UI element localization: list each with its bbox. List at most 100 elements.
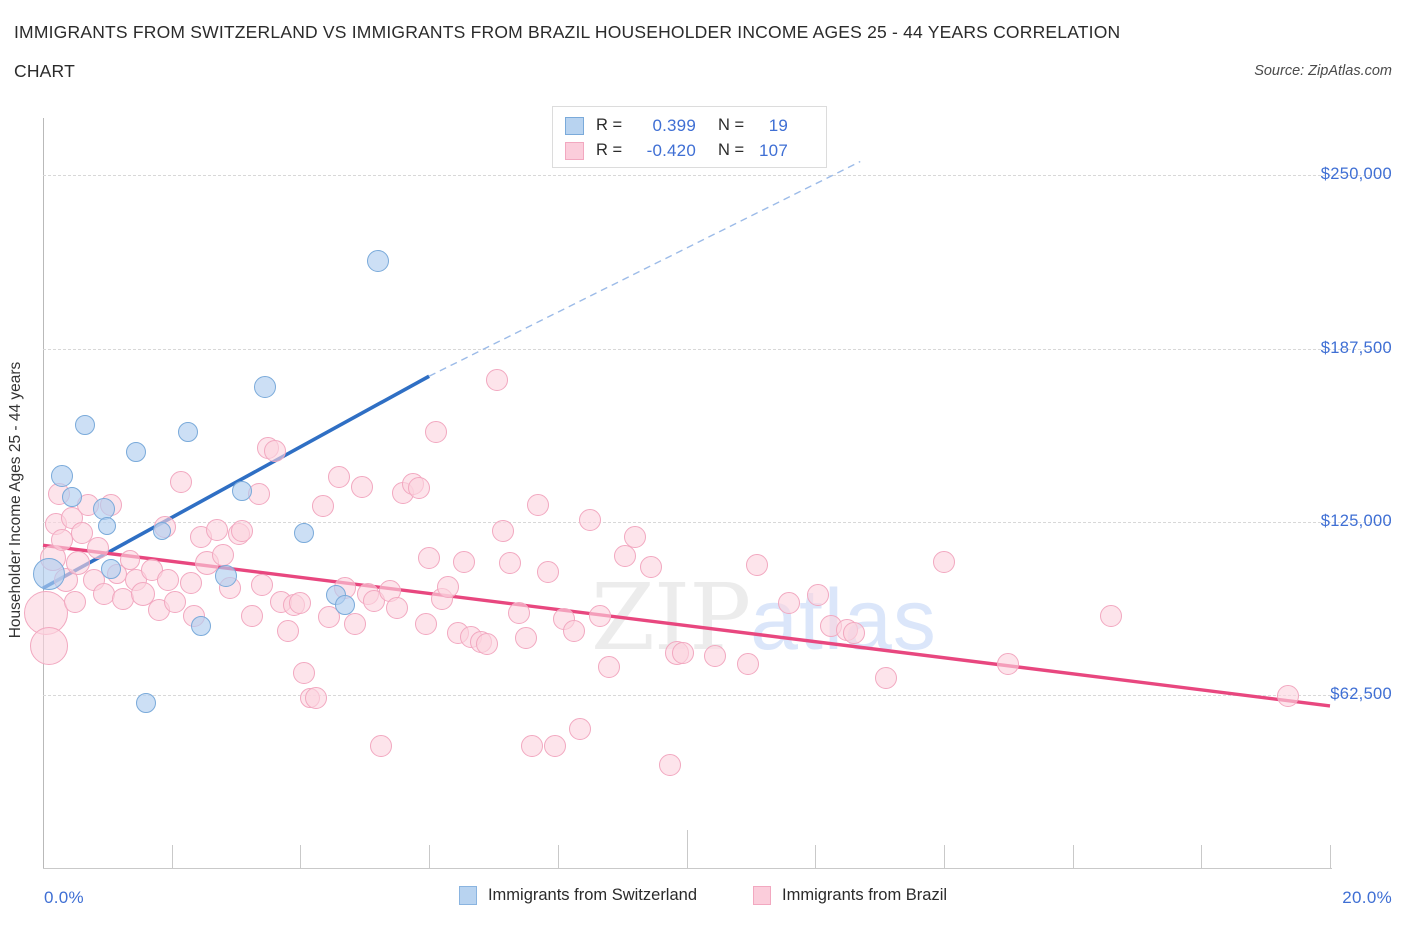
legend-item-brazil[interactable]: Immigrants from Brazil bbox=[753, 886, 947, 905]
scatter-point[interactable] bbox=[30, 627, 69, 666]
scatter-point[interactable] bbox=[778, 592, 801, 615]
scatter-point[interactable] bbox=[215, 564, 238, 587]
scatter-point[interactable] bbox=[153, 522, 172, 541]
scatter-point[interactable] bbox=[672, 642, 695, 665]
scatter-point[interactable] bbox=[205, 519, 228, 541]
scatter-point[interactable] bbox=[328, 466, 350, 489]
scatter-point[interactable] bbox=[492, 520, 515, 543]
scatter-point[interactable] bbox=[736, 653, 759, 676]
scatter-point[interactable] bbox=[807, 584, 830, 607]
scatter-point[interactable] bbox=[508, 602, 531, 625]
scatter-point[interactable] bbox=[874, 667, 897, 690]
n-label-switzerland: N = bbox=[718, 116, 745, 134]
scatter-point[interactable] bbox=[276, 620, 299, 643]
scatter-point[interactable] bbox=[61, 486, 82, 507]
scatter-point[interactable] bbox=[33, 558, 66, 591]
scatter-point[interactable] bbox=[424, 420, 447, 443]
scatter-point[interactable] bbox=[263, 440, 286, 463]
y-axis-tick-label: $187,500 bbox=[1320, 338, 1392, 357]
scatter-point[interactable] bbox=[437, 575, 460, 598]
scatter-point[interactable] bbox=[292, 661, 315, 684]
scatter-point[interactable] bbox=[569, 718, 592, 741]
scatter-point[interactable] bbox=[932, 550, 955, 573]
scatter-point[interactable] bbox=[250, 574, 273, 597]
scatter-point[interactable] bbox=[231, 520, 254, 543]
scatter-point[interactable] bbox=[598, 656, 621, 679]
scatter-point[interactable] bbox=[100, 558, 121, 579]
trend-line-brazil bbox=[42, 543, 1331, 708]
scatter-point[interactable] bbox=[311, 495, 334, 518]
y-axis-line bbox=[43, 118, 44, 868]
scatter-point[interactable] bbox=[254, 376, 276, 399]
scatter-point[interactable] bbox=[241, 604, 264, 627]
correlation-legend-row-switzerland: R = 0.399 N = 19 bbox=[565, 113, 816, 138]
scatter-point[interactable] bbox=[659, 754, 682, 777]
scatter-point[interactable] bbox=[293, 522, 314, 543]
scatter-point[interactable] bbox=[537, 560, 560, 583]
scatter-point[interactable] bbox=[418, 546, 441, 569]
scatter-point[interactable] bbox=[344, 613, 367, 636]
y-axis-title: Householder Income Ages 25 - 44 years bbox=[7, 361, 24, 639]
scatter-point[interactable] bbox=[232, 481, 253, 502]
scatter-point[interactable] bbox=[842, 621, 865, 644]
scatter-point[interactable] bbox=[51, 464, 74, 487]
scatter-point[interactable] bbox=[51, 528, 74, 551]
scatter-point[interactable] bbox=[588, 604, 611, 627]
scatter-point[interactable] bbox=[366, 250, 389, 273]
scatter-point[interactable] bbox=[212, 543, 235, 566]
scatter-point[interactable] bbox=[1100, 604, 1123, 627]
scatter-point[interactable] bbox=[485, 369, 508, 392]
scatter-point[interactable] bbox=[543, 735, 566, 758]
scatter-point[interactable] bbox=[640, 556, 663, 579]
legend-label-brazil: Immigrants from Brazil bbox=[782, 886, 948, 904]
scatter-point[interactable] bbox=[318, 606, 341, 629]
scatter-point[interactable] bbox=[163, 591, 186, 614]
scatter-point[interactable] bbox=[1277, 685, 1300, 708]
scatter-point[interactable] bbox=[408, 477, 431, 500]
scatter-point[interactable] bbox=[126, 442, 147, 463]
scatter-point[interactable] bbox=[521, 735, 544, 758]
scatter-point[interactable] bbox=[385, 596, 408, 619]
n-value-brazil: 107 bbox=[759, 140, 788, 160]
r-label-brazil: R = bbox=[596, 141, 623, 159]
x-axis-line bbox=[43, 868, 1332, 869]
scatter-point[interactable] bbox=[157, 568, 180, 591]
n-value-switzerland: 19 bbox=[768, 115, 788, 135]
scatter-point[interactable] bbox=[453, 550, 476, 573]
scatter-point[interactable] bbox=[180, 571, 202, 594]
scatter-point[interactable] bbox=[527, 494, 550, 517]
scatter-point[interactable] bbox=[746, 553, 769, 576]
scatter-point[interactable] bbox=[704, 645, 727, 668]
scatter-point[interactable] bbox=[289, 592, 312, 615]
scatter-point[interactable] bbox=[74, 414, 95, 435]
scatter-point[interactable] bbox=[578, 509, 601, 532]
x-axis-tick bbox=[1330, 845, 1331, 868]
scatter-point[interactable] bbox=[98, 516, 117, 535]
scatter-point[interactable] bbox=[350, 476, 373, 499]
scatter-point[interactable] bbox=[614, 545, 637, 568]
scatter-point[interactable] bbox=[170, 470, 193, 493]
scatter-point[interactable] bbox=[498, 552, 521, 575]
plot-area: ZIPatlas bbox=[24, 120, 1391, 868]
source-attribution: Source: ZipAtlas.com bbox=[1254, 63, 1392, 79]
scatter-point[interactable] bbox=[414, 613, 437, 636]
scatter-point[interactable] bbox=[177, 421, 198, 442]
scatter-point[interactable] bbox=[190, 615, 211, 636]
scatter-point[interactable] bbox=[476, 632, 498, 655]
scatter-point[interactable] bbox=[369, 735, 392, 758]
scatter-point[interactable] bbox=[70, 521, 93, 544]
legend-color-switzerland-icon bbox=[458, 886, 477, 905]
scatter-point[interactable] bbox=[305, 686, 328, 709]
scatter-point[interactable] bbox=[335, 594, 356, 615]
scatter-point[interactable] bbox=[86, 537, 109, 560]
scatter-point[interactable] bbox=[514, 627, 537, 650]
legend-item-switzerland[interactable]: Immigrants from Switzerland bbox=[458, 886, 697, 905]
scatter-point[interactable] bbox=[562, 620, 585, 643]
scatter-point[interactable] bbox=[135, 693, 156, 714]
x-axis-tick bbox=[1201, 845, 1203, 868]
scatter-point[interactable] bbox=[64, 591, 87, 614]
scatter-point[interactable] bbox=[624, 525, 647, 548]
scatter-point[interactable] bbox=[997, 653, 1020, 676]
correlation-legend-row-brazil: R = -0.420 N = 107 bbox=[565, 138, 816, 163]
